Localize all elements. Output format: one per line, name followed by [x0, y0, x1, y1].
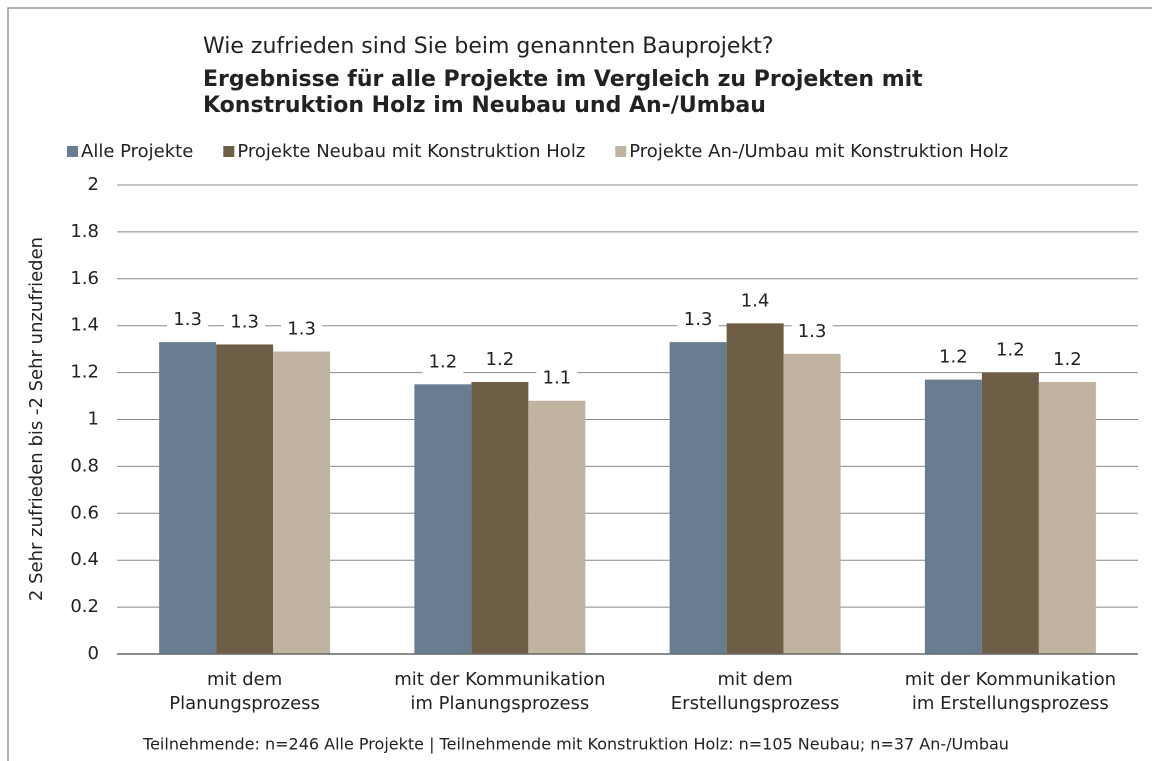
y-tick-label: 0.8 — [70, 455, 99, 476]
value-label: 1.4 — [741, 290, 770, 311]
value-label-bg — [734, 289, 776, 314]
bar — [216, 344, 274, 654]
x-tick-label: mit dem — [717, 669, 792, 690]
y-tick-label: 0.2 — [70, 596, 99, 617]
bar — [414, 384, 472, 654]
value-label: 1.2 — [429, 351, 458, 372]
value-label: 1.1 — [543, 368, 572, 389]
y-tick-label: 0.6 — [70, 502, 99, 523]
y-tick-label: 1.6 — [70, 268, 99, 289]
value-label: 1.3 — [230, 311, 259, 332]
y-tick-label: 0 — [88, 643, 99, 664]
x-tick-label: im Planungsprozess — [410, 693, 589, 714]
bar — [471, 381, 529, 654]
bar — [726, 323, 784, 654]
value-label: 1.2 — [1053, 349, 1082, 370]
legend-label: Projekte An-/Umbau mit Konstruktion Holz — [629, 141, 1008, 162]
bar — [1038, 381, 1096, 654]
value-label-bg — [989, 338, 1031, 363]
y-tick-label: 1 — [88, 409, 99, 430]
value-label-bg — [791, 319, 833, 344]
bar — [669, 342, 727, 654]
x-tick-label: Planungsprozess — [169, 693, 320, 714]
value-label-bg — [479, 347, 521, 372]
y-tick-label: 2 — [88, 174, 99, 195]
x-tick-label: mit der Kommunikation — [905, 669, 1116, 690]
value-label-bg — [932, 345, 974, 370]
x-tick-label: Erstellungsprozess — [671, 693, 840, 714]
value-label-bg — [281, 317, 323, 342]
value-label: 1.3 — [173, 309, 202, 330]
legend-swatch — [223, 146, 235, 157]
value-label: 1.2 — [996, 340, 1025, 361]
chart-title: Wie zufrieden sind Sie beim genannten Ba… — [203, 34, 774, 59]
bar — [924, 379, 982, 654]
y-tick-label: 1.2 — [70, 362, 99, 383]
x-tick-label: mit dem — [207, 669, 282, 690]
value-label: 1.2 — [486, 349, 515, 370]
value-label-bg — [224, 310, 266, 335]
legend-swatch — [67, 146, 78, 157]
chart-frame — [7, 7, 1152, 761]
y-tick-label: 1.8 — [70, 221, 99, 242]
x-tick-label: mit der Kommunikation — [394, 669, 605, 690]
y-axis-label: 2 Sehr zufrieden bis -2 Sehr unzufrieden — [26, 237, 47, 601]
bar — [159, 342, 217, 654]
legend-label: Alle Projekte — [81, 141, 193, 162]
footnote: Teilnehmende: n=246 Alle Projekte | Teil… — [142, 735, 1009, 754]
value-label-bg — [167, 308, 209, 333]
legend-label: Projekte Neubau mit Konstruktion Holz — [237, 141, 585, 162]
legend-swatch — [615, 146, 627, 157]
value-label: 1.2 — [939, 347, 968, 368]
value-label-bg — [1046, 347, 1088, 372]
y-tick-label: 0.4 — [70, 549, 99, 570]
bar — [783, 353, 841, 654]
value-label-bg — [422, 350, 464, 375]
value-label: 1.3 — [798, 321, 827, 342]
chart-subtitle: Konstruktion Holz im Neubau und An-/Umba… — [203, 93, 766, 118]
chart-subtitle: Ergebnisse für alle Projekte im Vergleic… — [203, 67, 923, 92]
bar — [273, 351, 331, 654]
value-label: 1.3 — [684, 309, 713, 330]
value-label: 1.3 — [287, 318, 316, 339]
value-label-bg — [536, 366, 578, 391]
x-tick-label: im Erstellungsprozess — [912, 693, 1109, 714]
bar — [981, 372, 1039, 654]
value-label-bg — [677, 308, 719, 333]
bar — [528, 400, 586, 654]
y-tick-label: 1.4 — [70, 315, 99, 336]
